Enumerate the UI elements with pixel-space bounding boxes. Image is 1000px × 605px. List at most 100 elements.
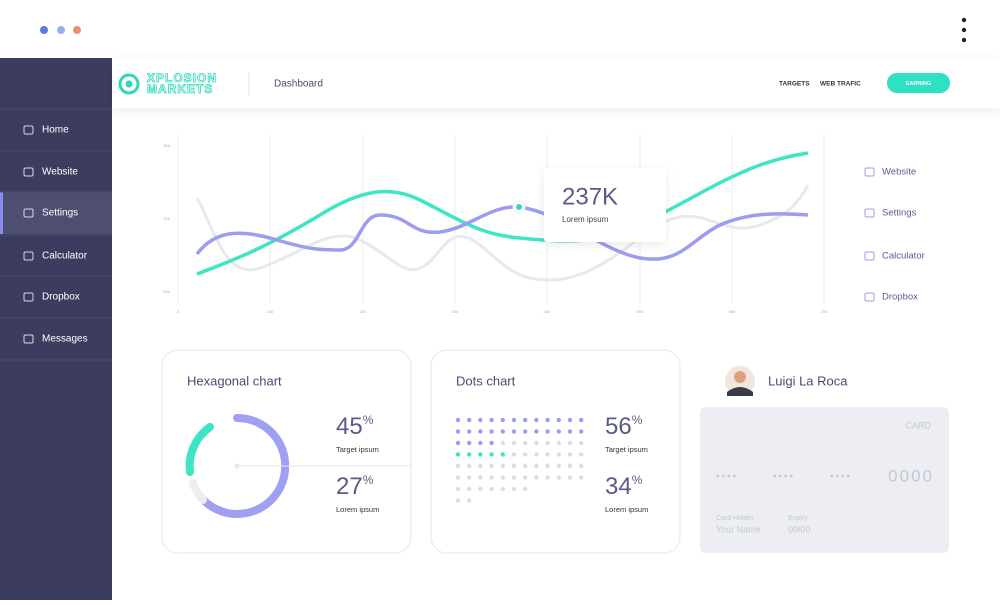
x-tick-label: 300: [452, 309, 459, 314]
dot: [455, 452, 461, 457]
dot: [511, 452, 517, 457]
dot: [455, 417, 461, 423]
expiry-label: Expiry: [788, 515, 808, 522]
dot: [579, 429, 584, 434]
dot: [455, 486, 461, 492]
dot: [534, 463, 539, 469]
dot: [556, 417, 561, 423]
button-label[interactable]: EARNING: [906, 81, 931, 87]
tooltip-value: 237K: [562, 183, 618, 210]
point-marker: [516, 204, 522, 210]
dot: [545, 417, 550, 423]
menu-item[interactable]: Calculator: [42, 251, 88, 262]
active-bar: [0, 192, 3, 234]
x-tick-label: 400: [544, 309, 551, 314]
dot: [467, 452, 472, 457]
legend-icon: [864, 208, 875, 218]
dot: [478, 417, 483, 423]
legend-icon: [864, 167, 875, 177]
dot: [523, 417, 528, 423]
dot: [545, 452, 550, 457]
card-title: Hexagonal chart: [187, 373, 282, 388]
dot: [523, 463, 528, 469]
stat-value: 27%: [336, 473, 374, 500]
trend-line: [196, 151, 809, 276]
dot: [567, 417, 573, 423]
legend-item[interactable]: Calculator: [882, 251, 925, 262]
dot: [534, 452, 539, 457]
menu-item[interactable]: Messages: [42, 334, 88, 345]
dot: [500, 417, 505, 423]
holder-label: Card Holder: [716, 515, 754, 522]
dot: [455, 440, 461, 446]
menu-item[interactable]: Website: [42, 167, 78, 178]
card-masked: ••••: [830, 472, 852, 483]
active-item: [0, 192, 112, 234]
card-masked: ••••: [773, 472, 795, 483]
dot: [523, 452, 528, 457]
dot: [545, 463, 550, 469]
dot: [478, 475, 483, 480]
legend-item[interactable]: Settings: [882, 208, 917, 219]
dot: [556, 452, 561, 457]
dot: [567, 463, 573, 469]
stat-value: 45%: [336, 413, 374, 440]
bank-card: [700, 407, 949, 553]
stats: 45% Target ipsum 27% Lorem ipsum 56% Target i…: [336, 413, 648, 514]
stat-unit: %: [363, 413, 374, 427]
dot: [478, 463, 483, 469]
dot: [556, 463, 561, 469]
dot: [579, 452, 584, 457]
trend-line: [195, 184, 810, 282]
dot: [511, 486, 517, 492]
dot: [500, 475, 505, 480]
y-tick-label: 100: [163, 216, 170, 221]
stat-number: 45: [336, 413, 363, 440]
legend-icon: [864, 251, 875, 261]
card-label: CARD: [905, 420, 931, 430]
side-legend: Website Settings Calculator Dropbox: [864, 167, 925, 303]
x-tick-label: 500: [637, 309, 644, 314]
ring-center: [234, 463, 240, 469]
stat-number: 27: [336, 473, 363, 500]
kebab-menu[interactable]: [961, 17, 967, 43]
menu-icon: [23, 167, 34, 177]
window-dot: [57, 26, 65, 34]
dot: [455, 475, 461, 480]
dot: [523, 475, 528, 480]
dot: [579, 417, 584, 423]
dot: [579, 475, 584, 480]
x-tick-label: 100: [267, 309, 274, 314]
trend-line: [195, 205, 809, 261]
earning-button[interactable]: [887, 73, 950, 93]
nav-link[interactable]: WEB TRAFIC: [820, 81, 861, 88]
dot: [523, 486, 528, 492]
legend-item[interactable]: Dropbox: [882, 292, 918, 303]
legend-item[interactable]: Website: [882, 167, 916, 178]
profile-name: Luigi La Roca: [768, 373, 848, 388]
stat-label: Target ipsum: [605, 445, 648, 454]
holder: Your Name: [716, 524, 761, 534]
dot: [467, 475, 472, 480]
tooltip: [544, 168, 666, 242]
expiry: 00/00: [788, 524, 811, 534]
dot-grid: [455, 417, 584, 503]
x-tick-label: 700: [821, 309, 828, 314]
dot: [478, 429, 483, 434]
ring-arc: [195, 413, 290, 518]
dot: [567, 440, 573, 446]
window-dot: [73, 26, 81, 34]
dot: [579, 440, 584, 446]
menu-item[interactable]: Home: [42, 125, 69, 136]
x-tick-label: 600: [729, 309, 736, 314]
header: [112, 58, 1000, 108]
nav-link[interactable]: TARGETS: [779, 81, 810, 88]
menu-item[interactable]: Dropbox: [42, 292, 80, 303]
stat-label: Lorem ipsum: [605, 505, 648, 514]
dot: [567, 429, 573, 434]
dot: [478, 440, 483, 446]
dot: [478, 486, 483, 492]
menu-item[interactable]: Settings: [42, 208, 78, 219]
dot: [500, 440, 505, 446]
